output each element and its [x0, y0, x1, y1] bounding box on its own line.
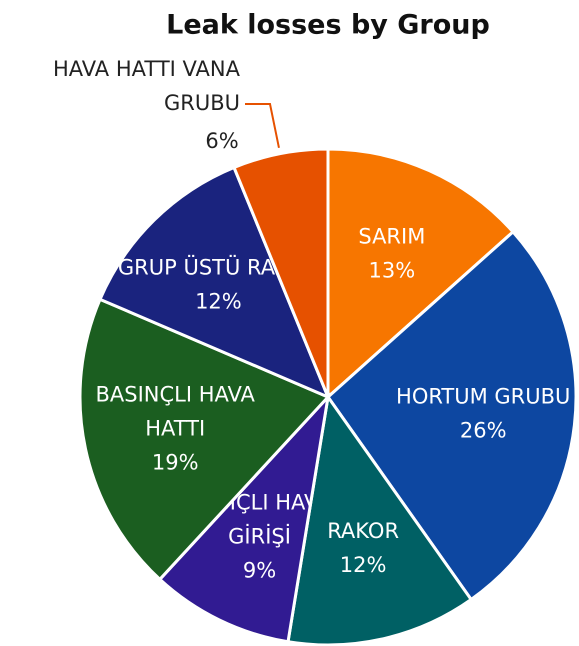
slice-label: HAVA HATTI VANA GRUBU	[53, 57, 241, 115]
slice-label: BASINÇLI HAVA HATTI	[95, 383, 255, 441]
leader-line	[245, 103, 280, 148]
pie-slice	[326, 229, 578, 602]
pie-slice	[326, 147, 516, 401]
value-label: 26%	[460, 419, 507, 443]
slice-label: SARIM	[358, 224, 425, 248]
value-label: 6%	[205, 129, 238, 153]
slice-label: HORTUM GRUBU	[396, 385, 570, 409]
value-label: 12%	[195, 290, 242, 314]
value-label: 9%	[243, 558, 276, 582]
pie-slice	[98, 165, 331, 400]
pie-slice	[286, 393, 474, 646]
value-label: 19%	[152, 451, 199, 475]
slice-label: RAKOR	[327, 519, 399, 543]
chart-title: Leak losses by Group	[166, 10, 490, 41]
pie-slice	[157, 392, 331, 644]
value-label: 12%	[340, 553, 387, 577]
value-label: 13%	[369, 258, 416, 282]
pie-slice	[78, 297, 331, 582]
pie-slice	[232, 147, 330, 398]
